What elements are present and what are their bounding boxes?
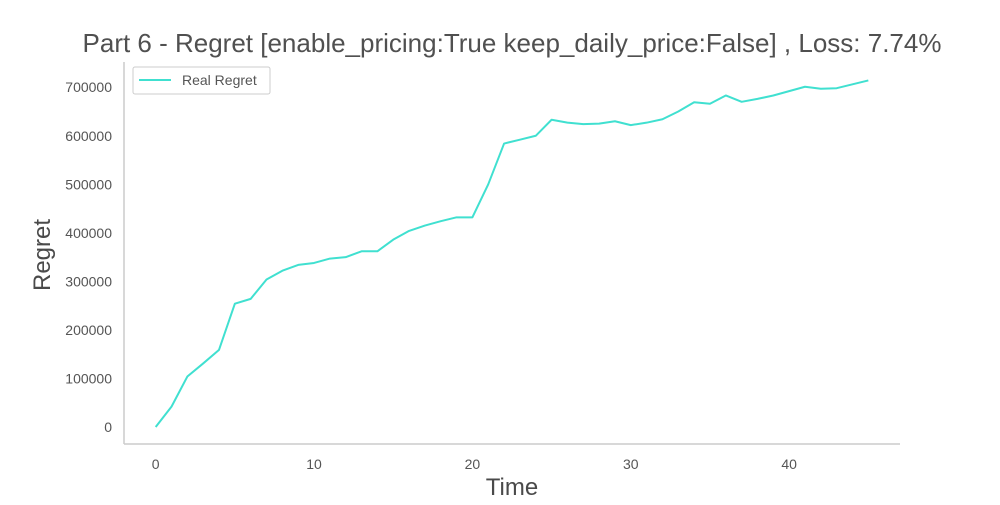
legend-label-real-regret: Real Regret xyxy=(182,72,257,88)
series-line-real-regret xyxy=(154,79,869,428)
y-tick-label: 600000 xyxy=(65,128,112,144)
y-tick-label: 500000 xyxy=(65,176,112,192)
x-tick-label: 20 xyxy=(465,456,481,472)
series-layer xyxy=(154,79,869,428)
legend: Real Regret xyxy=(132,66,271,95)
x-tick-label: 0 xyxy=(152,456,160,472)
x-tick-label: 10 xyxy=(306,456,322,472)
x-axis-label: Time xyxy=(486,474,538,500)
legend-box xyxy=(132,66,271,95)
x-tick-labels: 0 10 20 30 40 xyxy=(152,456,797,472)
y-tick-label: 700000 xyxy=(65,79,112,95)
x-tick-label: 40 xyxy=(781,456,797,472)
y-tick-label: 300000 xyxy=(65,273,112,289)
axes xyxy=(123,62,900,445)
x-tick-label: 30 xyxy=(623,456,639,472)
chart-title: Part 6 - Regret [enable_pricing:True kee… xyxy=(83,28,942,58)
y-tick-label: 100000 xyxy=(65,370,112,386)
y-tick-label: 400000 xyxy=(65,225,112,241)
y-axis-label: Regret xyxy=(29,219,56,291)
y-tick-label: 0 xyxy=(104,419,112,435)
y-tick-label: 200000 xyxy=(65,322,112,338)
y-tick-labels: 0 100000 200000 300000 400000 500000 600000 700… xyxy=(65,79,112,435)
